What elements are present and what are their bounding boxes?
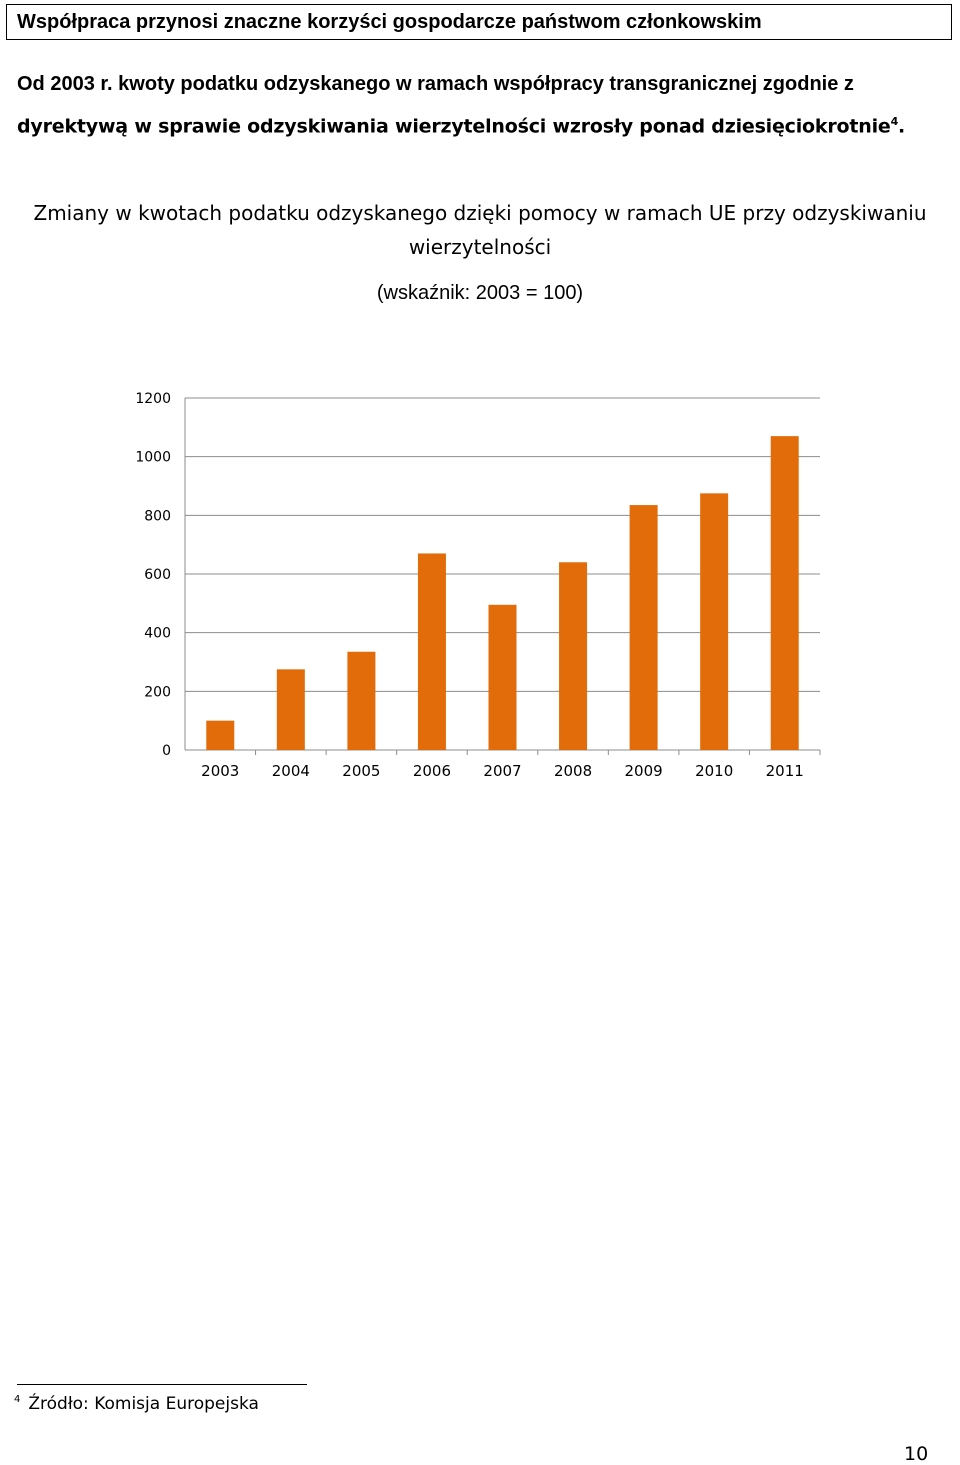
x-tick-label-2005: 2005 — [342, 762, 380, 780]
footnote-number: 4 — [14, 1394, 21, 1406]
footnote-text: Źródło: Komisja Europejska — [28, 1394, 259, 1414]
chart-heading-line-2: wierzytelności — [408, 235, 552, 259]
footnote-reference[interactable]: 4 — [890, 115, 899, 128]
bar-2005 — [347, 651, 376, 750]
footnote-separator — [17, 1384, 307, 1385]
bar-2010 — [700, 493, 729, 750]
bar-2003 — [206, 720, 235, 750]
bar-2008 — [559, 562, 588, 750]
bar-2007 — [488, 604, 517, 750]
y-tick-label-800: 800 — [144, 508, 171, 524]
x-tick-label-2010: 2010 — [695, 762, 733, 780]
y-tick-label-600: 600 — [144, 567, 171, 583]
x-tick-label-2009: 2009 — [625, 762, 663, 780]
intro-paragraph: Od 2003 r. kwoty podatku odzyskanego w r… — [17, 66, 947, 145]
chart-heading: Zmiany w kwotach podatku odzyskanego dzi… — [0, 196, 960, 264]
page-number: 10 — [904, 1443, 929, 1465]
x-tick-label-2004: 2004 — [272, 762, 310, 780]
bar-2004 — [276, 669, 305, 750]
section-header-box: Współpraca przynosi znaczne korzyści gos… — [6, 4, 952, 40]
bar-2009 — [629, 505, 658, 750]
intro-line-2-text: dyrektywą w sprawie odzyskiwania wierzyt… — [17, 115, 891, 138]
x-tick-label-2006: 2006 — [413, 762, 451, 780]
intro-line-2-end: . — [898, 115, 906, 138]
y-tick-label-200: 200 — [144, 684, 171, 700]
x-tick-label-2011: 2011 — [766, 762, 804, 780]
bar-chart: 0 200 400 600 800 1000 1200 2003 2004 2005 2006 200… — [135, 391, 821, 780]
y-tick-label-1000: 1000 — [135, 450, 171, 466]
intro-line-1: Od 2003 r. kwoty podatku odzyskanego w r… — [17, 73, 854, 95]
intro-line-2: dyrektywą w sprawie odzyskiwania wierzyt… — [17, 103, 947, 145]
x-tick-label-2003: 2003 — [201, 762, 239, 780]
y-tick-label-400: 400 — [144, 626, 171, 642]
bar-2006 — [417, 553, 446, 750]
y-tick-label-0: 0 — [162, 743, 171, 759]
x-tick-label-2007: 2007 — [483, 762, 521, 780]
chart-heading-line-1: Zmiany w kwotach podatku odzyskanego dzi… — [33, 201, 927, 225]
chart-subtitle: (wskaźnik: 2003 = 100) — [376, 282, 584, 304]
footnote: 4 Źródło: Komisja Europejska — [14, 1394, 259, 1414]
y-tick-label-1200: 1200 — [135, 391, 171, 407]
section-header-title: Współpraca przynosi znaczne korzyści gos… — [17, 11, 762, 33]
bar-2011 — [770, 436, 799, 750]
x-tick-label-2008: 2008 — [554, 762, 592, 780]
